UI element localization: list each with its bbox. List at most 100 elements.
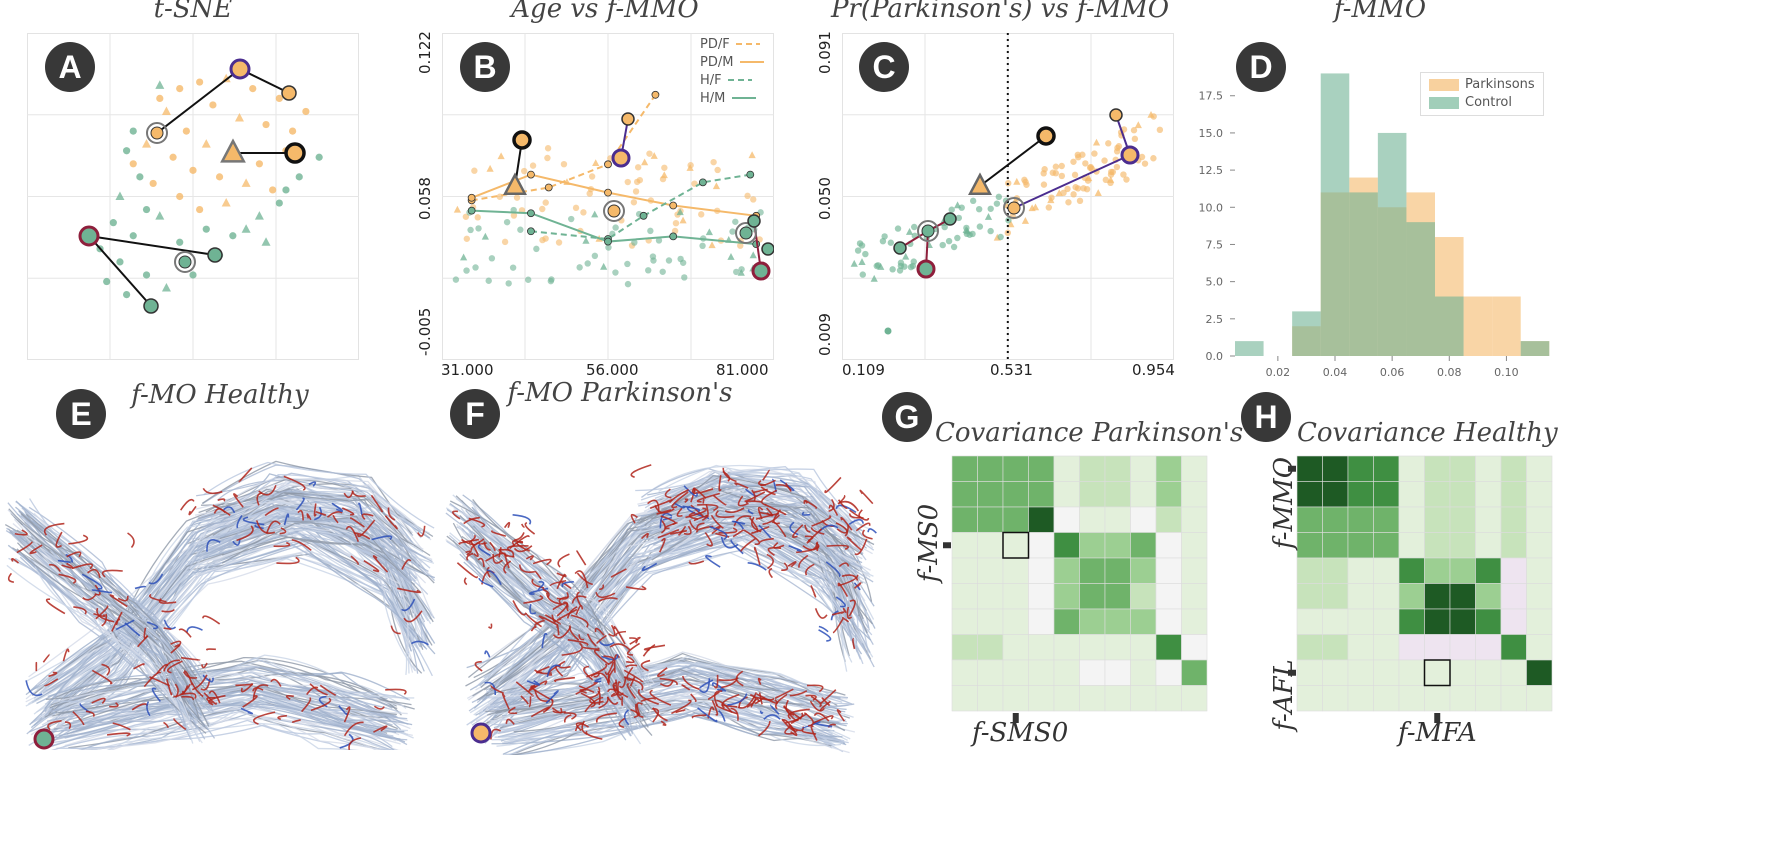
fiber-segment bbox=[718, 475, 722, 492]
fiber-segment bbox=[696, 522, 705, 530]
fiber-segment bbox=[552, 626, 572, 639]
fiber-segment bbox=[512, 600, 527, 616]
fiber-streamline bbox=[209, 515, 406, 586]
fiber-streamline bbox=[473, 532, 853, 716]
fiber-segment bbox=[683, 485, 698, 497]
prob-point-pd bbox=[1115, 143, 1123, 150]
heatmap-cell bbox=[1373, 481, 1400, 508]
prob-point-pd bbox=[1131, 135, 1139, 143]
fiber-segment bbox=[529, 603, 537, 615]
age-point-pd bbox=[572, 204, 580, 212]
series-marker bbox=[669, 232, 678, 241]
heatmap-cell bbox=[1500, 481, 1527, 508]
age-point-h bbox=[677, 255, 684, 263]
heatmap-cell bbox=[1296, 455, 1323, 482]
fiber-segment bbox=[401, 558, 412, 570]
prob-point-h bbox=[950, 243, 958, 251]
age-point-h bbox=[729, 228, 736, 235]
fiber-segment bbox=[737, 692, 758, 709]
badge-a: A bbox=[45, 42, 95, 92]
tsne-point-control bbox=[229, 232, 237, 240]
heatmap-cell bbox=[1053, 659, 1080, 686]
fiber-segment bbox=[789, 521, 799, 536]
age-point-pd bbox=[586, 190, 593, 197]
fiber-segment bbox=[595, 712, 617, 723]
fiber-segment bbox=[595, 634, 607, 645]
fiber-segment bbox=[387, 507, 396, 521]
heatmap-cell bbox=[1373, 532, 1400, 559]
age-point-pd bbox=[521, 167, 528, 175]
fiber-segment bbox=[163, 619, 177, 630]
fiber-segment bbox=[759, 710, 764, 714]
fiber-segment bbox=[66, 551, 82, 558]
heatmap-cell bbox=[1053, 685, 1080, 712]
fiber-segment bbox=[841, 574, 859, 581]
fiber-segment bbox=[283, 513, 290, 526]
fiber-streamline bbox=[493, 689, 826, 735]
heatmap-cell bbox=[977, 557, 1004, 584]
prob-point-h bbox=[884, 327, 892, 335]
heatmap-highlight-cell bbox=[1423, 659, 1451, 687]
fiber-segment bbox=[681, 684, 691, 691]
fiber-segment bbox=[478, 577, 494, 588]
fiber-segment bbox=[124, 622, 140, 637]
tsne-point-control bbox=[116, 258, 124, 266]
tsne-point-parkinsons bbox=[161, 106, 171, 115]
fiber-segment bbox=[805, 563, 815, 576]
fiber-streamline bbox=[49, 657, 411, 703]
series-marker bbox=[698, 178, 707, 187]
prob-point-pd bbox=[1083, 185, 1091, 193]
tsne-link bbox=[156, 68, 241, 134]
heatmap-cell bbox=[1130, 557, 1157, 584]
age-point-pd bbox=[592, 159, 600, 167]
fiber-segment bbox=[792, 524, 804, 539]
age-point-pd bbox=[453, 205, 462, 213]
prob-point-h bbox=[859, 271, 866, 278]
fiber-segment bbox=[181, 695, 195, 701]
highlight-point bbox=[1109, 108, 1123, 122]
heatmap-row-tick bbox=[1288, 465, 1296, 472]
fiber-segment bbox=[526, 680, 541, 686]
legend-dashed-green bbox=[727, 79, 752, 81]
fiber-segment bbox=[524, 521, 536, 535]
fiber-segment bbox=[240, 707, 254, 715]
age-point-pd bbox=[580, 209, 587, 216]
heatmap-cell bbox=[1002, 659, 1029, 686]
prob-point-h bbox=[862, 250, 869, 258]
heatmap-cell bbox=[951, 455, 978, 482]
heatmap-cell bbox=[1155, 532, 1182, 559]
fiber-segment bbox=[848, 518, 865, 525]
heatmap-cell bbox=[1079, 557, 1106, 584]
fiber-segment bbox=[699, 678, 711, 693]
fiber-segment bbox=[676, 507, 683, 517]
h-ylabel-bottom: f-AFL bbox=[1268, 659, 1299, 731]
heatmap-cell bbox=[1002, 634, 1029, 661]
heatmap-cell bbox=[1181, 557, 1208, 584]
heatmap-cell bbox=[1155, 506, 1182, 533]
prob-point-h bbox=[897, 259, 905, 266]
fiber-segment bbox=[297, 510, 304, 521]
badge-e: E bbox=[56, 389, 106, 439]
age-point-pd bbox=[486, 164, 494, 172]
highlight-ring bbox=[1003, 197, 1025, 219]
highlight-point bbox=[943, 212, 957, 226]
fiber-streamline bbox=[648, 472, 865, 543]
fiber-segment bbox=[44, 678, 59, 687]
fiber-segment bbox=[584, 696, 604, 713]
prob-point-h bbox=[870, 274, 878, 282]
heatmap-cell bbox=[977, 659, 1004, 686]
fiber-segment bbox=[182, 685, 189, 694]
fiber-streamline bbox=[449, 500, 642, 670]
fiber-streamline bbox=[463, 561, 627, 741]
fiber-segment bbox=[188, 505, 197, 516]
fiber-segment bbox=[683, 525, 692, 535]
heatmap-cell bbox=[1053, 532, 1080, 559]
prob-point-pd bbox=[1072, 184, 1079, 191]
heatmap-cell bbox=[1322, 659, 1349, 686]
prob-point-pd bbox=[1082, 160, 1089, 167]
prob-point-h bbox=[969, 230, 976, 238]
fiber-segment bbox=[593, 649, 610, 665]
age-point-h bbox=[665, 257, 673, 264]
fiber-segment bbox=[238, 467, 253, 483]
heatmap-cell bbox=[1028, 481, 1055, 508]
